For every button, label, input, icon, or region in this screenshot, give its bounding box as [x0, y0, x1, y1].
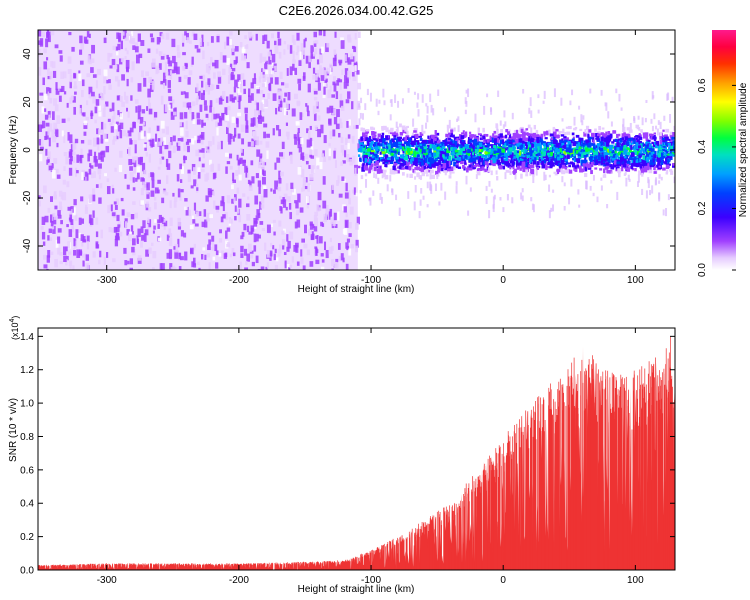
svg-text:(x104): (x104): [9, 316, 20, 340]
figure-title: C2E6.2026.034.00.42.G25: [279, 3, 434, 18]
y-tick-label: 0.0: [20, 566, 34, 577]
y-tick-label: 1.0: [20, 399, 34, 410]
y-tick-label: 40: [22, 48, 33, 60]
y-tick-label: -40: [22, 238, 33, 253]
colorbar-gradient: [712, 30, 736, 270]
y-tick-label: 20: [22, 96, 33, 108]
y-tick-label: 1.2: [20, 365, 34, 376]
x-tick-label: -300: [97, 575, 117, 586]
colorbar-label: Normalized spectral amplitude: [738, 82, 749, 217]
spectrogram-heatmap: [38, 30, 675, 270]
colorbar-ticks: 0.0 0.2 0.4 0.6: [697, 78, 736, 277]
x-tick-label: -100: [361, 275, 381, 286]
x-tick-label: 0: [500, 275, 506, 286]
spectrogram-x-ticks: -300 -200 -100 0 100: [97, 30, 644, 286]
snr-frame: [37, 327, 676, 571]
x-tick-label: -200: [229, 575, 249, 586]
x-tick-label: 100: [627, 575, 644, 586]
snr-x-axis-label: Height of straight line (km): [298, 584, 415, 595]
y-tick-label: 0.6: [20, 465, 34, 476]
snr-y-axis-label: SNR (10 * v/v): [8, 398, 19, 462]
snr-y-scale-base: (x10: [10, 322, 20, 340]
colorbar: 0.0 0.2 0.4 0.6 Normalized spectral amplitu…: [697, 30, 749, 277]
y-tick-label: 0: [22, 147, 33, 153]
colorbar-tick-label: 0.2: [697, 201, 708, 215]
y-tick-label: 0.2: [20, 532, 34, 543]
x-tick-label: -100: [361, 575, 381, 586]
spectrogram-y-ticks: -40 -20 0 20 40: [22, 48, 675, 253]
snr-panel: -300 -200 -100 0 100 0.0 0.2 0.4 0.6 0.8 1.0 1.2 1.…: [8, 316, 676, 595]
snr-spikes: [38, 337, 675, 570]
y-tick-label: 0.8: [20, 432, 34, 443]
y-tick-label: -20: [22, 190, 33, 205]
y-tick-label: 1.4: [20, 332, 34, 343]
colorbar-tick-label: 0.4: [697, 140, 708, 154]
snr-x-ticks: -300 -200 -100 0 100: [97, 328, 644, 586]
snr-y-scale-exponent: 4: [9, 318, 16, 322]
snr-y-ticks: 0.0 0.2 0.4 0.6 0.8 1.0 1.2 1.4: [20, 332, 675, 577]
snr-y-scale: (x104): [9, 316, 20, 340]
colorbar-tick-label: 0.6: [697, 78, 708, 92]
spectrogram-x-axis-label: Height of straight line (km): [298, 284, 415, 295]
x-tick-label: -200: [229, 275, 249, 286]
snr-series: [38, 346, 675, 570]
spectrogram-y-axis-label: Frequency (Hz): [8, 116, 19, 185]
y-tick-label: 0.4: [20, 499, 34, 510]
x-tick-label: -300: [97, 275, 117, 286]
colorbar-tick-label: 0.0: [697, 263, 708, 277]
x-tick-label: 0: [500, 575, 506, 586]
x-tick-label: 100: [627, 275, 644, 286]
